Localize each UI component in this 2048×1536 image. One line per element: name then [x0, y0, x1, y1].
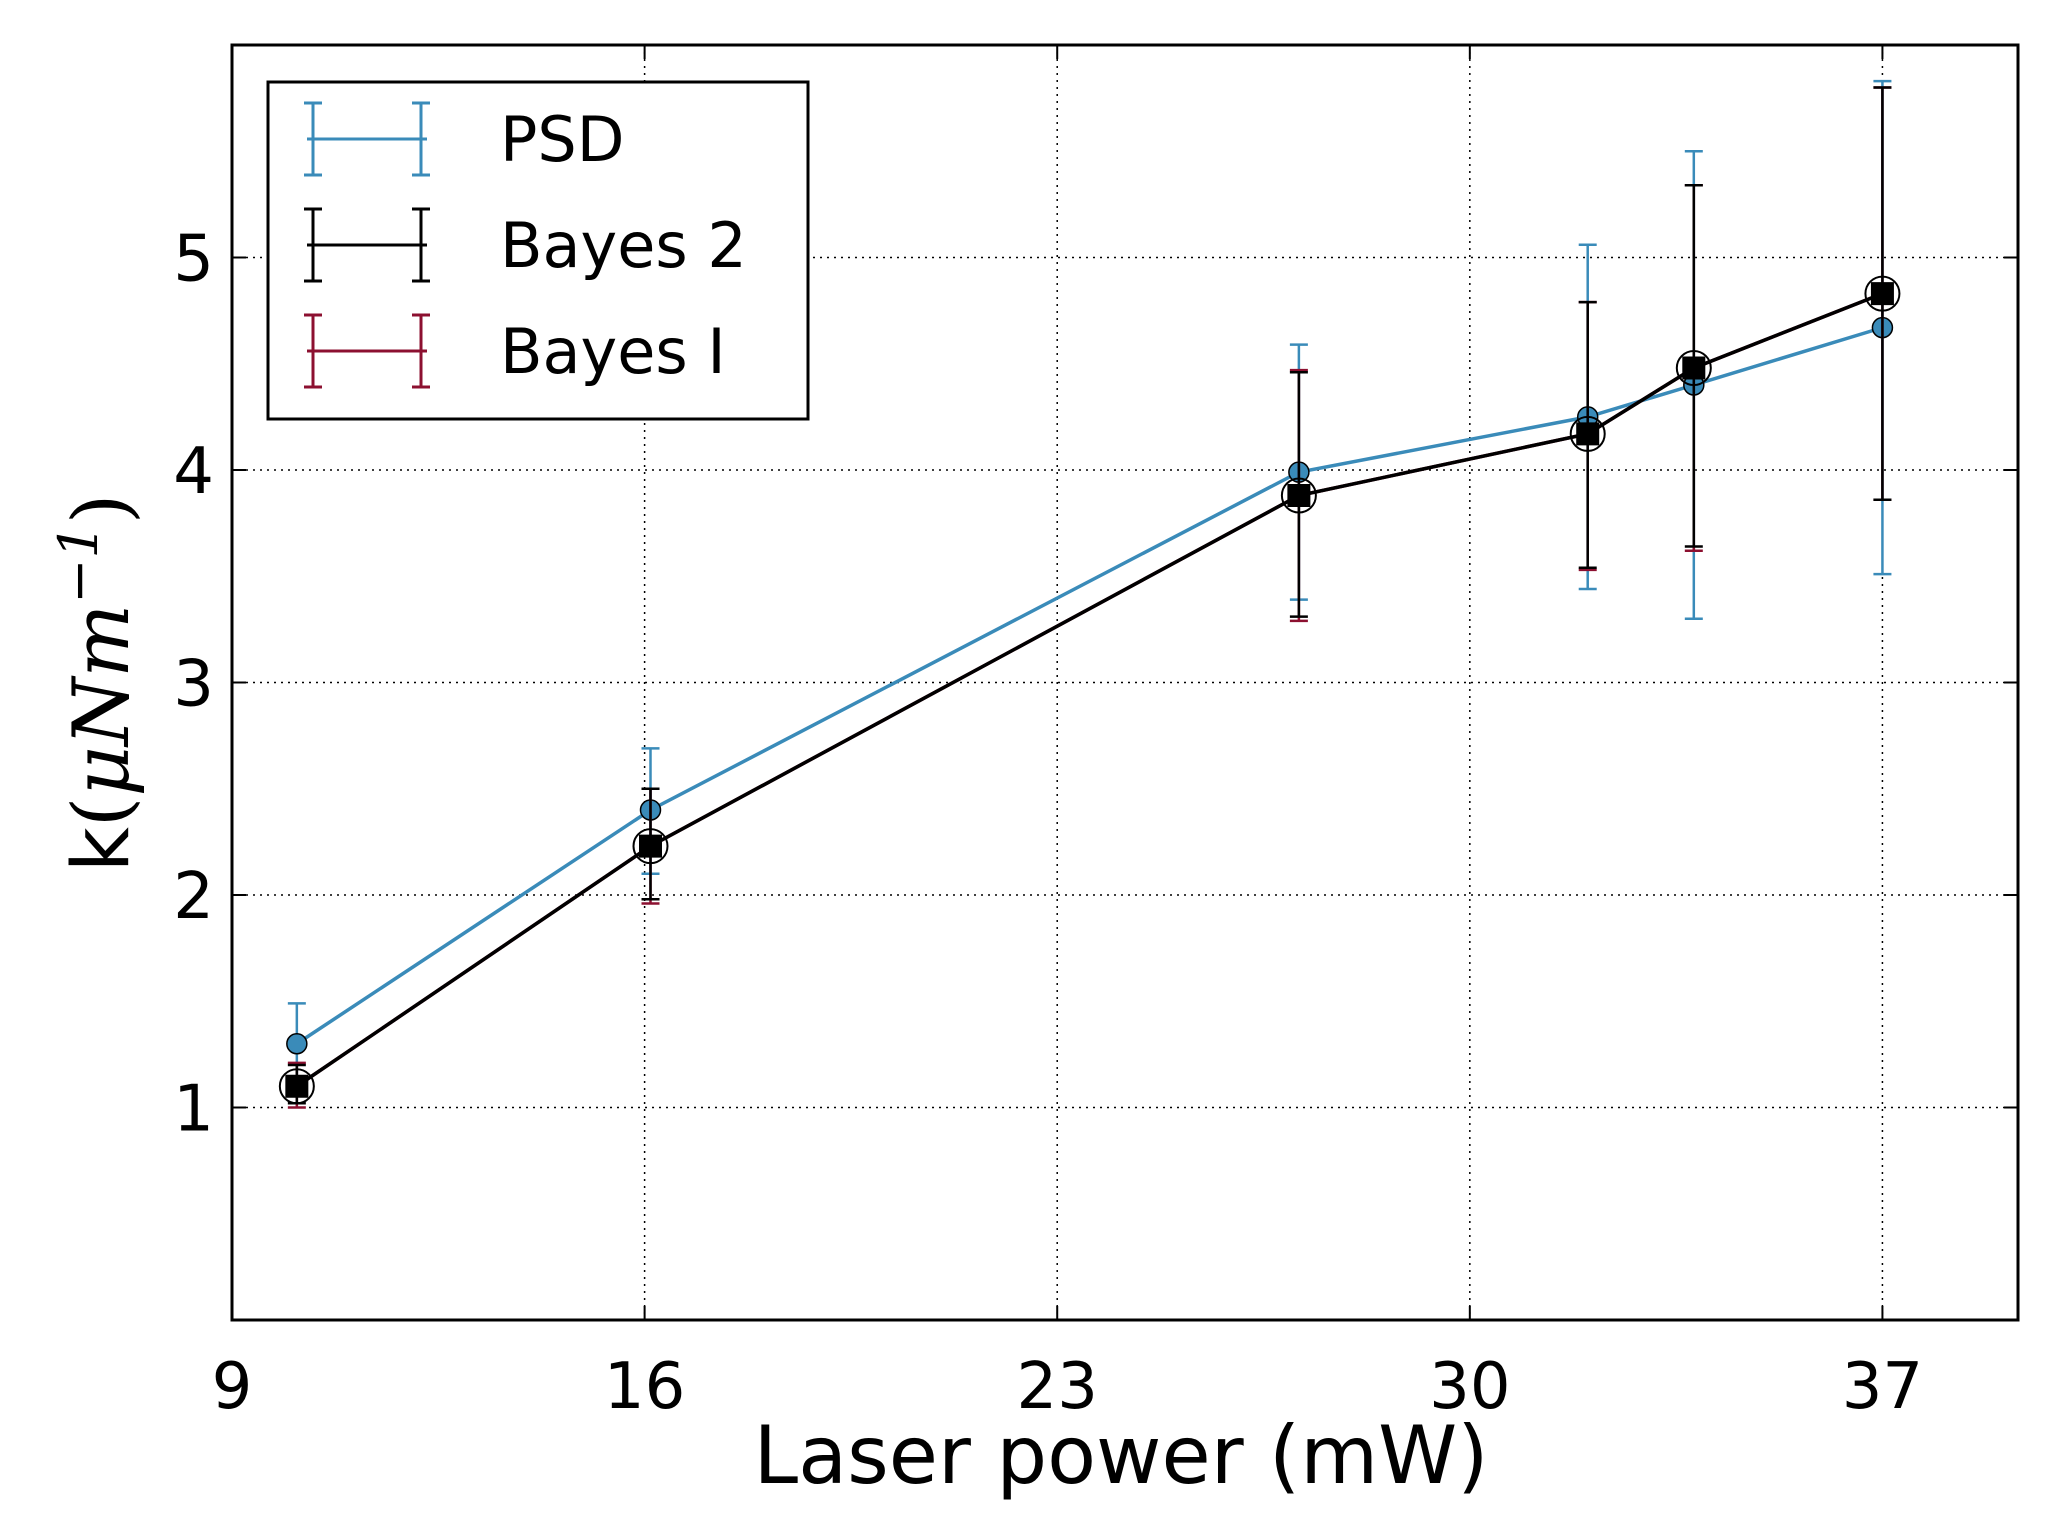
y-axis-title: k(μNm−1)	[47, 494, 148, 873]
y-tick-label: 2	[173, 860, 214, 934]
y-axis-title-main: k	[57, 827, 147, 872]
x-tick-label: 37	[1842, 1350, 1923, 1424]
legend-label: Bayes I	[500, 315, 726, 388]
legend-entries: PSD Bayes 2 Bayes I	[304, 101, 747, 389]
legend: PSD Bayes 2 Bayes I	[266, 80, 810, 421]
data-point	[285, 1074, 309, 1098]
legend-entry: Bayes 2	[304, 207, 747, 283]
data-point	[1870, 282, 1894, 306]
y-axis-title-open-paren: (	[57, 797, 147, 827]
series-line	[295, 291, 1884, 1088]
data-point	[1576, 422, 1600, 446]
legend-entry: PSD	[304, 101, 624, 177]
legend-label: PSD	[500, 103, 624, 176]
y-tick-label: 4	[173, 435, 214, 509]
x-axis-title: Laser power (mW)	[754, 1409, 1489, 1502]
x-tick-label: 16	[604, 1350, 685, 1424]
y-axis-title-close-paren: )	[57, 494, 147, 524]
series-bayes-2	[285, 86, 1894, 1105]
legend-label: Bayes 2	[500, 209, 747, 282]
data-point	[1287, 484, 1311, 507]
y-tick-label: 5	[173, 223, 214, 297]
legend-entry: Bayes I	[304, 313, 726, 389]
x-tick-label: 9	[212, 1350, 253, 1424]
y-axis-title-exponent: −1	[47, 524, 110, 604]
y-tick-label: 1	[173, 1073, 214, 1147]
series-line	[295, 325, 1883, 1046]
data-point	[286, 1033, 308, 1055]
data-point	[1682, 356, 1706, 380]
x-tick-label: 30	[1429, 1350, 1510, 1424]
y-tick-label: 3	[173, 648, 214, 722]
x-tick-label: 23	[1016, 1350, 1097, 1424]
data-point	[639, 834, 663, 858]
y-axis-title-unit: μNm	[57, 604, 147, 797]
data-series	[278, 79, 1901, 1109]
